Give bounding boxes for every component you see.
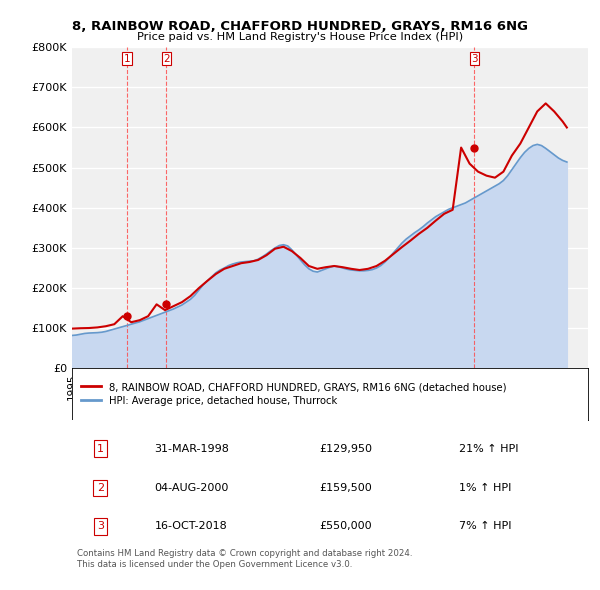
Text: £129,950: £129,950 <box>320 444 373 454</box>
Text: 16-OCT-2018: 16-OCT-2018 <box>155 522 227 532</box>
Text: 04-AUG-2000: 04-AUG-2000 <box>155 483 229 493</box>
Text: 3: 3 <box>471 54 478 64</box>
Text: 1: 1 <box>97 444 104 454</box>
Text: 3: 3 <box>97 522 104 532</box>
Text: 2: 2 <box>163 54 170 64</box>
Text: 2: 2 <box>97 483 104 493</box>
Text: £550,000: £550,000 <box>320 522 373 532</box>
Text: 7% ↑ HPI: 7% ↑ HPI <box>459 522 511 532</box>
Text: 31-MAR-1998: 31-MAR-1998 <box>155 444 229 454</box>
Text: 8, RAINBOW ROAD, CHAFFORD HUNDRED, GRAYS, RM16 6NG: 8, RAINBOW ROAD, CHAFFORD HUNDRED, GRAYS… <box>72 20 528 33</box>
Text: 21% ↑ HPI: 21% ↑ HPI <box>459 444 518 454</box>
Text: Price paid vs. HM Land Registry's House Price Index (HPI): Price paid vs. HM Land Registry's House … <box>137 32 463 41</box>
Legend: 8, RAINBOW ROAD, CHAFFORD HUNDRED, GRAYS, RM16 6NG (detached house), HPI: Averag: 8, RAINBOW ROAD, CHAFFORD HUNDRED, GRAYS… <box>77 378 511 410</box>
Text: Contains HM Land Registry data © Crown copyright and database right 2024.
This d: Contains HM Land Registry data © Crown c… <box>77 549 413 569</box>
Text: £159,500: £159,500 <box>320 483 373 493</box>
Text: 1: 1 <box>124 54 130 64</box>
Text: 1% ↑ HPI: 1% ↑ HPI <box>459 483 511 493</box>
